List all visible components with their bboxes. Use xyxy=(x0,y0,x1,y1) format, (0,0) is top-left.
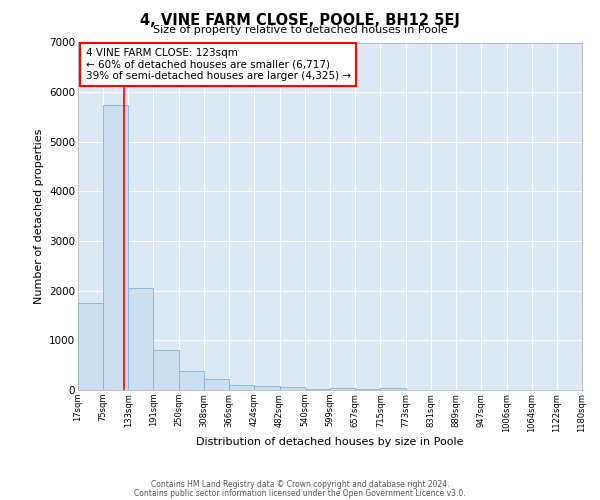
Text: Contains public sector information licensed under the Open Government Licence v3: Contains public sector information licen… xyxy=(134,488,466,498)
Bar xyxy=(128,288,154,390)
Bar xyxy=(380,388,406,390)
Bar xyxy=(179,372,204,390)
Bar xyxy=(254,386,280,390)
Bar xyxy=(229,384,254,390)
Bar xyxy=(154,350,179,390)
Bar xyxy=(103,104,128,390)
Bar xyxy=(330,388,355,390)
Text: Contains HM Land Registry data © Crown copyright and database right 2024.: Contains HM Land Registry data © Crown c… xyxy=(151,480,449,489)
Bar xyxy=(305,388,330,390)
Bar xyxy=(78,303,103,390)
Bar xyxy=(280,387,305,390)
X-axis label: Distribution of detached houses by size in Poole: Distribution of detached houses by size … xyxy=(196,438,464,448)
Text: 4 VINE FARM CLOSE: 123sqm
← 60% of detached houses are smaller (6,717)
39% of se: 4 VINE FARM CLOSE: 123sqm ← 60% of detac… xyxy=(86,48,350,81)
Bar xyxy=(204,378,229,390)
Y-axis label: Number of detached properties: Number of detached properties xyxy=(34,128,44,304)
Text: 4, VINE FARM CLOSE, POOLE, BH12 5EJ: 4, VINE FARM CLOSE, POOLE, BH12 5EJ xyxy=(140,12,460,28)
Text: Size of property relative to detached houses in Poole: Size of property relative to detached ho… xyxy=(152,25,448,35)
